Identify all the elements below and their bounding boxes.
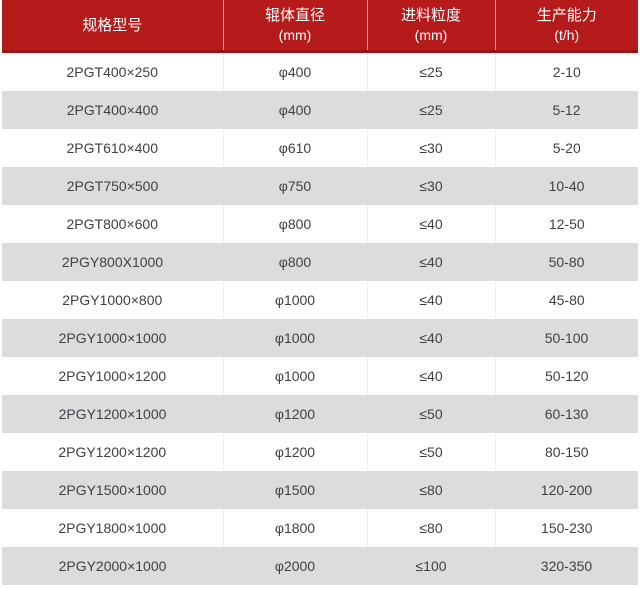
cell: φ610 <box>222 129 367 167</box>
cell: 45-80 <box>494 281 638 319</box>
cell: ≤25 <box>367 91 495 129</box>
cell: 2PGY1800×1000 <box>2 509 223 547</box>
cell: 5-20 <box>494 129 638 167</box>
table-row: 2PGY800X1000 φ800 ≤40 50-80 <box>2 243 638 281</box>
cell: ≤100 <box>367 547 495 585</box>
table-row: 2PGT750×500 φ750 ≤30 10-40 <box>2 167 638 205</box>
column-unit: (t/h) <box>554 27 580 43</box>
table-row: 2PGY1800×1000 φ1800 ≤80 150-230 <box>2 509 638 547</box>
table-row: 2PGY2000×1000 φ2000 ≤100 320-350 <box>2 547 638 585</box>
cell: ≤40 <box>366 281 495 319</box>
cell: 2PGT400×400 <box>2 91 223 129</box>
cell: 2PGY1000×800 <box>2 281 223 319</box>
cell: 2PGY1000×1000 <box>2 319 223 357</box>
table-row: 2PGT400×250 φ400 ≤25 2-10 <box>2 51 638 91</box>
cell: φ1500 <box>223 471 367 509</box>
cell: φ400 <box>223 91 367 129</box>
table-body: 2PGT400×250 φ400 ≤25 2-10 2PGT400×400 φ400 ≤25… <box>2 51 638 585</box>
cell: φ1000 <box>222 357 367 395</box>
table-row: 2PGY1200×1000 φ1200 ≤50 60-130 <box>2 395 638 433</box>
table-row: 2PGT800×600 φ800 ≤40 12-50 <box>2 205 638 243</box>
column-title: 辊体直径 <box>264 7 325 24</box>
cell: φ1800 <box>222 509 367 547</box>
cell: 2PGY2000×1000 <box>2 547 223 585</box>
cell: 2PGT800×600 <box>2 205 223 243</box>
cell: 2PGY1200×1200 <box>2 433 223 471</box>
cell: ≤40 <box>367 319 495 357</box>
column-title: 生产能力 <box>536 7 597 24</box>
cell: φ1200 <box>223 395 367 433</box>
column-unit: (mm) <box>278 27 312 43</box>
table-row: 2PGY1000×1000 φ1000 ≤40 50-100 <box>2 319 638 357</box>
cell: 320-350 <box>495 547 638 585</box>
table-row: 2PGY1200×1200 φ1200 ≤50 80-150 <box>2 433 638 471</box>
cell: ≤40 <box>366 205 495 243</box>
cell: 50-80 <box>495 243 638 281</box>
cell: ≤25 <box>366 51 495 91</box>
cell: 2PGY1500×1000 <box>2 471 223 509</box>
column-unit: (mm) <box>414 27 448 43</box>
cell: 2PGY1200×1000 <box>2 395 223 433</box>
cell: ≤40 <box>366 357 495 395</box>
cell: 12-50 <box>494 205 638 243</box>
header-row: 规格型号 辊体直径 (mm) 进料粒度 (mm) 生产能力 (t/h) <box>2 0 638 53</box>
cell: φ800 <box>223 243 367 281</box>
table-row: 2PGT610×400 φ610 ≤30 5-20 <box>2 129 638 167</box>
cell: ≤30 <box>367 167 495 205</box>
column-title: 规格型号 <box>82 16 143 34</box>
cell: ≤80 <box>367 471 495 509</box>
table-row: 2PGY1000×800 φ1000 ≤40 45-80 <box>2 281 638 319</box>
cell: 2PGY1000×1200 <box>2 357 223 395</box>
cell: ≤40 <box>367 243 495 281</box>
cell: φ750 <box>223 167 367 205</box>
cell: φ2000 <box>223 547 367 585</box>
cell: 2-10 <box>494 51 638 91</box>
cell: 10-40 <box>495 167 638 205</box>
cell: 2PGT400×250 <box>2 51 223 91</box>
cell: φ1000 <box>223 319 367 357</box>
column-title: 进料粒度 <box>400 7 461 24</box>
cell: 2PGY800X1000 <box>2 243 223 281</box>
cell: φ1000 <box>222 281 367 319</box>
cell: ≤50 <box>366 433 495 471</box>
cell: 80-150 <box>494 433 638 471</box>
cell: 2PGT750×500 <box>2 167 223 205</box>
cell: φ1200 <box>222 433 367 471</box>
cell: 2PGT610×400 <box>2 129 223 167</box>
cell: 5-12 <box>495 91 638 129</box>
cell: φ400 <box>222 51 367 91</box>
column-header: 生产能力 (t/h) <box>494 0 638 53</box>
cell: 50-100 <box>495 319 638 357</box>
cell: φ800 <box>222 205 367 243</box>
table-row: 2PGY1500×1000 φ1500 ≤80 120-200 <box>2 471 638 509</box>
column-header: 辊体直径 (mm) <box>222 0 367 53</box>
cell: 50-120 <box>494 357 638 395</box>
column-header: 规格型号 <box>2 0 223 53</box>
cell: ≤30 <box>366 129 495 167</box>
column-header: 进料粒度 (mm) <box>366 0 495 53</box>
cell: ≤50 <box>367 395 495 433</box>
cell: ≤80 <box>366 509 495 547</box>
table-header: 规格型号 辊体直径 (mm) 进料粒度 (mm) 生产能力 (t/h) <box>2 0 638 53</box>
table-row: 2PGY1000×1200 φ1000 ≤40 50-120 <box>2 357 638 395</box>
cell: 150-230 <box>494 509 638 547</box>
table-row: 2PGT400×400 φ400 ≤25 5-12 <box>2 91 638 129</box>
cell: 120-200 <box>495 471 638 509</box>
cell: 60-130 <box>495 395 638 433</box>
